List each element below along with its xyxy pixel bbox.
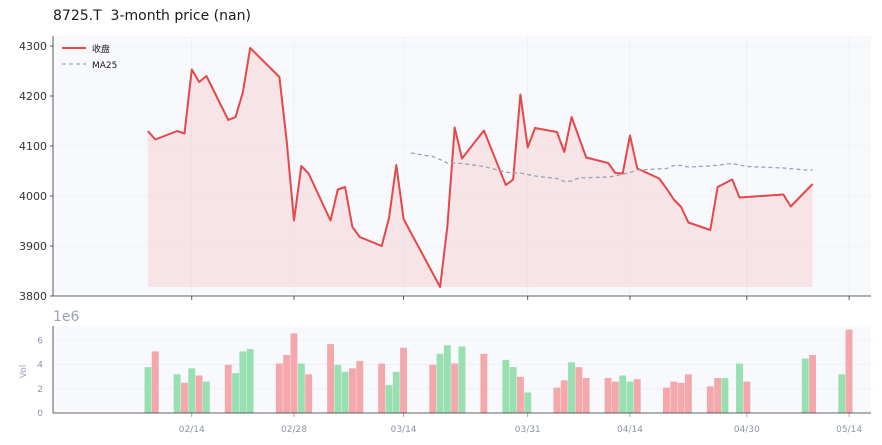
volume-bar [305, 374, 313, 413]
volume-bar [144, 367, 152, 413]
volume-bar [356, 361, 364, 413]
volume-bar [392, 371, 400, 413]
price-plot-area [53, 36, 871, 296]
volume-bar [202, 381, 210, 413]
volume-bar [801, 358, 809, 413]
volume-x-tick-label: 03/31 [515, 425, 541, 435]
volume-panel: 0 2 4 6 02/14 02/28 03/14 03/31 04/14 04/30 05/14 1… [19, 309, 871, 435]
volume-bar [509, 367, 517, 413]
volume-x-tick-label: 04/14 [617, 425, 643, 435]
volume-bar [283, 355, 291, 413]
volume-bar [684, 374, 692, 413]
volume-bar [173, 374, 181, 413]
volume-bar [195, 375, 203, 413]
legend-label-ma25: MA25 [92, 61, 117, 71]
volume-bar [275, 363, 283, 413]
volume-bar [670, 381, 678, 413]
volume-x-tick-label: 04/30 [734, 425, 760, 435]
volume-bar [188, 368, 196, 413]
volume-y-tick-label: 6 [37, 337, 43, 347]
volume-bar [575, 367, 583, 413]
volume-bar [568, 362, 575, 414]
volume-bar [443, 345, 451, 413]
close-price-line [147, 47, 814, 288]
volume-bar [560, 380, 568, 413]
volume-x-tick-label: 02/14 [179, 425, 205, 435]
volume-bar [736, 363, 743, 413]
price-y-tick-label: 4200 [19, 90, 47, 103]
volume-bar [400, 347, 407, 414]
volume-bar [553, 387, 561, 413]
price-y-tick-label: 4100 [19, 140, 47, 153]
volume-bar [633, 379, 641, 413]
volume-bar [290, 333, 298, 414]
volume-bar [151, 351, 159, 413]
volume-bar [327, 344, 334, 413]
volume-bar [809, 355, 816, 413]
volume-bar [297, 363, 305, 413]
price-y-tick-label: 4000 [19, 190, 47, 203]
volume-bar [349, 368, 356, 413]
volume-bar [239, 351, 247, 413]
price-y-tick-label: 3800 [19, 290, 47, 303]
volume-bar [677, 382, 685, 413]
volume-bar [181, 382, 188, 413]
volume-x-tick-label: 02/28 [281, 425, 307, 435]
volume-bar [845, 329, 853, 413]
volume-bar [706, 386, 714, 413]
ma25-line [410, 152, 813, 183]
volume-bar [743, 381, 751, 413]
volume-bar [246, 349, 254, 413]
volume-bar [838, 374, 846, 413]
volume-bar [458, 346, 466, 413]
volume-bar [502, 359, 510, 413]
volume-bar [714, 378, 722, 413]
volume-bar [451, 363, 459, 413]
volume-bar [224, 364, 232, 413]
volume-bar [334, 364, 342, 413]
volume-bar [663, 387, 670, 413]
legend: 收盘 MA25 [62, 43, 117, 71]
volume-bar [582, 378, 590, 413]
volume-y-axis-label: Vol [19, 365, 29, 378]
volume-bar [524, 392, 532, 413]
volume-y-tick-label: 2 [37, 385, 43, 395]
volume-bar [611, 381, 619, 413]
volume-scale-label: 1e6 [53, 309, 80, 325]
price-y-tick-label: 3900 [19, 240, 47, 253]
volume-x-tick-label: 03/14 [391, 425, 417, 435]
volume-y-tick-label: 4 [37, 361, 43, 371]
volume-bar [429, 364, 437, 413]
volume-bar [378, 363, 386, 413]
chart-title: 8725.T 3-month price (nan) [53, 8, 251, 24]
volume-bar [619, 375, 627, 413]
volume-bar [232, 373, 239, 413]
price-panel: 3800 3900 4000 4100 4200 4300 收盘 MA25 [19, 36, 871, 303]
volume-x-tick-label: 05/14 [836, 425, 862, 435]
volume-bar [341, 371, 349, 413]
volume-bar [721, 378, 729, 413]
volume-bar [517, 376, 524, 414]
price-y-tick-label: 4300 [19, 40, 47, 53]
close-area-fill [147, 48, 813, 287]
volume-y-tick-label: 0 [37, 409, 43, 419]
volume-bar [385, 385, 393, 413]
volume-bar [436, 353, 444, 413]
volume-bar [604, 378, 612, 413]
legend-label-close: 收盘 [92, 43, 110, 55]
volume-bar [480, 353, 488, 413]
volume-bar [626, 381, 634, 413]
